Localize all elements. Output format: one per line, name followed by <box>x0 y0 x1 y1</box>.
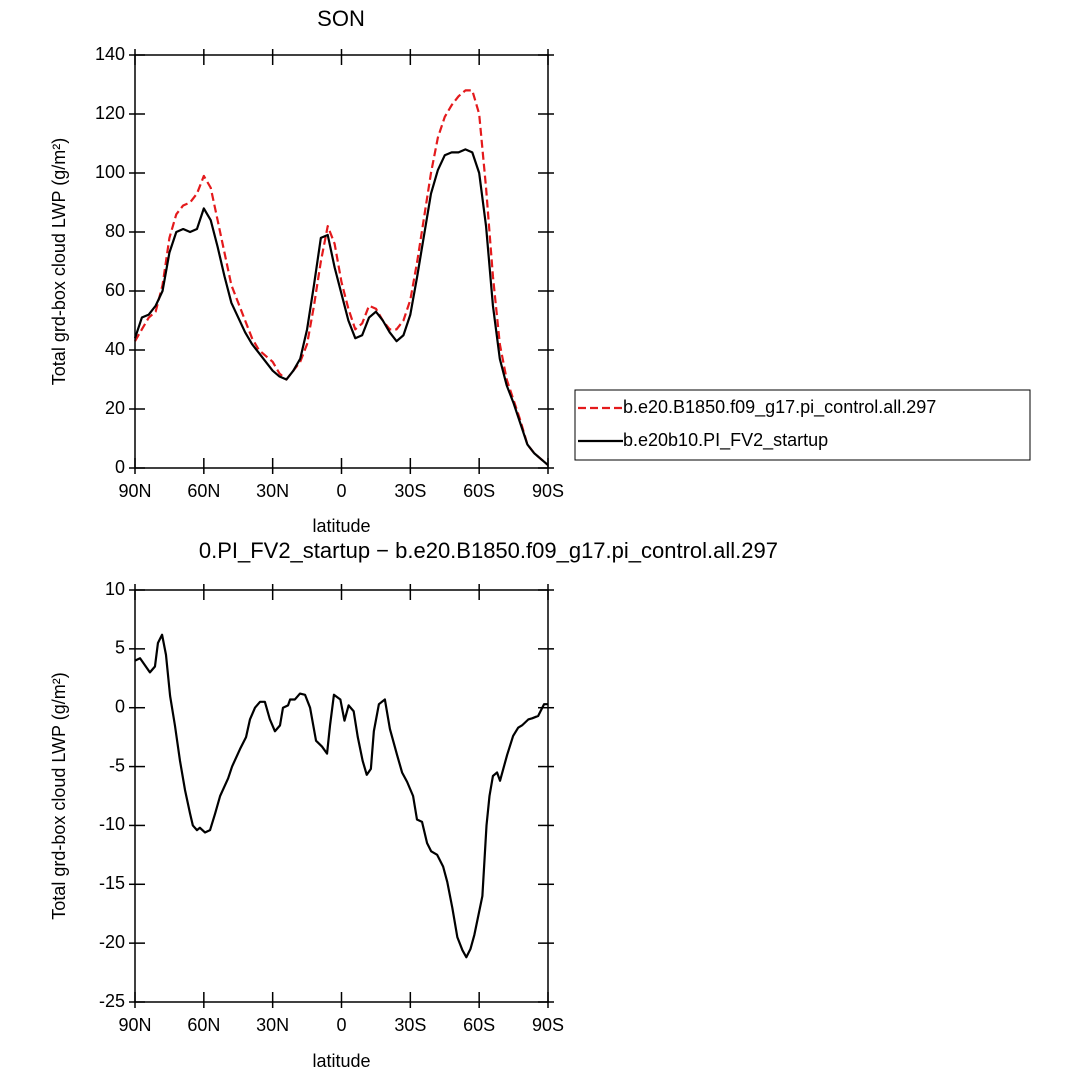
y-tick-label: 40 <box>105 339 125 359</box>
x-tick-label: 60S <box>463 1015 495 1035</box>
data-line <box>133 148 549 466</box>
x-tick-label: 30N <box>256 1015 289 1035</box>
y-axis-label: Total grd-box cloud LWP (g/m²) <box>49 672 69 919</box>
x-tick-label: 90S <box>532 481 564 501</box>
x-tick-label: 30N <box>256 481 289 501</box>
x-tick-label: 60N <box>187 1015 220 1035</box>
y-tick-label: 120 <box>95 103 125 123</box>
y-tick-label: 5 <box>115 638 125 658</box>
y-tick-label: 0 <box>115 696 125 716</box>
legend-box <box>574 389 1031 461</box>
legend-label: b.e20.B1850.f09_g17.pi_control.all.297 <box>623 397 936 418</box>
x-tick-label: 30S <box>394 1015 426 1035</box>
y-tick-label: 60 <box>105 280 125 300</box>
x-tick-label: 90S <box>532 1015 564 1035</box>
y-tick-label: -25 <box>99 991 125 1011</box>
chart-title: 0.PI_FV2_startup − b.e20.B1850.f09_g17.p… <box>199 538 778 563</box>
x-tick-label: 0 <box>336 481 346 501</box>
plot-frame <box>134 54 549 469</box>
plot-frame <box>134 589 549 1003</box>
x-tick-label: 30S <box>394 481 426 501</box>
x-tick-label: 0 <box>336 1015 346 1035</box>
y-tick-label: 140 <box>95 44 125 64</box>
y-tick-label: 0 <box>115 457 125 477</box>
x-axis-label: latitude <box>312 516 370 536</box>
x-tick-label: 60S <box>463 481 495 501</box>
chart-title: SON <box>317 6 365 31</box>
y-tick-label: -15 <box>99 873 125 893</box>
y-tick-label: -20 <box>99 932 125 952</box>
legend-label: b.e20b10.PI_FV2_startup <box>623 430 828 451</box>
data-line <box>134 633 548 959</box>
data-line <box>134 89 549 466</box>
y-tick-label: 80 <box>105 221 125 241</box>
y-tick-label: -10 <box>99 814 125 834</box>
y-tick-label: 10 <box>105 579 125 599</box>
x-tick-label: 60N <box>187 481 220 501</box>
y-axis-label: Total grd-box cloud LWP (g/m²) <box>49 138 69 385</box>
y-tick-label: -5 <box>109 755 125 775</box>
x-tick-label: 90N <box>118 1015 151 1035</box>
x-tick-label: 90N <box>118 481 151 501</box>
y-tick-label: 20 <box>105 398 125 418</box>
y-tick-label: 100 <box>95 162 125 182</box>
x-axis-label: latitude <box>312 1051 370 1071</box>
